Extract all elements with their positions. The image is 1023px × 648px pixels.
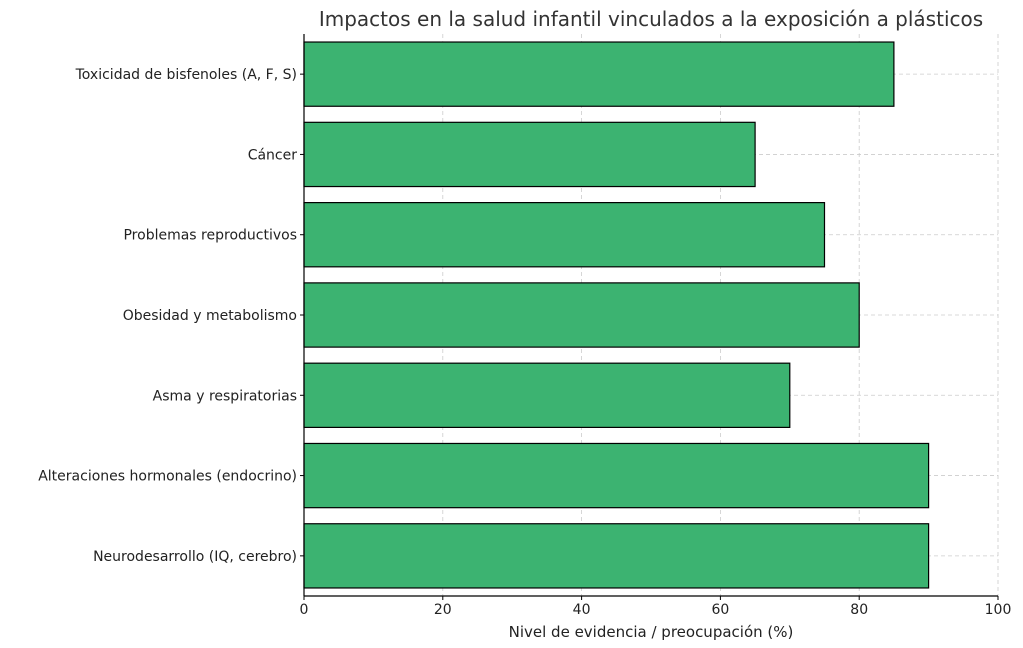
axes-layer bbox=[300, 34, 998, 597]
bar bbox=[303, 523, 930, 589]
y-category-label: Obesidad y metabolismo bbox=[123, 308, 297, 324]
x-tick-label: 20 bbox=[434, 602, 452, 618]
x-ticks: 0 20 40 60 80 100 bbox=[300, 596, 1012, 618]
bar bbox=[303, 282, 860, 348]
x-tick-label: 100 bbox=[985, 602, 1012, 618]
y-category-label: Toxicidad de bisfenoles (A, F, S) bbox=[75, 67, 297, 83]
x-tick-label: 0 bbox=[300, 602, 309, 618]
x-tick-label: 40 bbox=[573, 602, 591, 618]
y-category-label: Problemas reproductivos bbox=[123, 228, 297, 244]
x-tick-label: 60 bbox=[711, 602, 729, 618]
x-axis-label: Nivel de evidencia / preocupación (%) bbox=[509, 623, 794, 641]
y-category-label: Neurodesarrollo (IQ, cerebro) bbox=[93, 549, 297, 565]
bar bbox=[303, 121, 756, 188]
y-category-label: Cáncer bbox=[248, 147, 298, 163]
bars-layer bbox=[303, 41, 930, 589]
y-category-labels: Toxicidad de bisfenoles (A, F, S) Cáncer P… bbox=[38, 67, 297, 565]
bar bbox=[303, 41, 895, 107]
bar bbox=[303, 362, 791, 428]
bar bbox=[303, 202, 826, 268]
chart-title: Impactos en la salud infantil vinculados… bbox=[319, 7, 983, 31]
y-category-label: Alteraciones hormonales (endocrino) bbox=[38, 469, 297, 485]
y-category-label: Asma y respiratorias bbox=[153, 388, 297, 404]
x-tick-label: 80 bbox=[850, 602, 868, 618]
bar bbox=[303, 442, 930, 509]
